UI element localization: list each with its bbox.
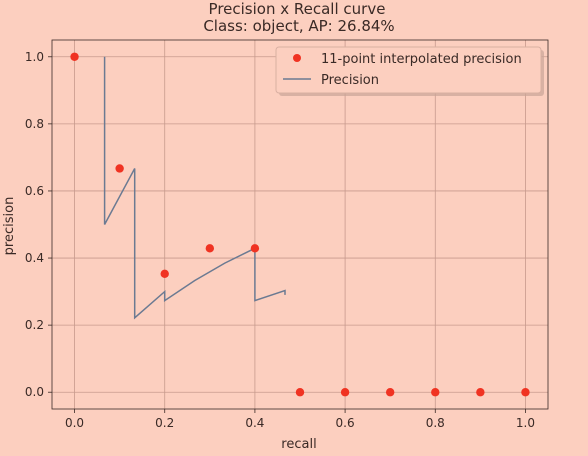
x-tick-label: 1.0: [516, 416, 535, 430]
chart-subtitle: Class: object, AP: 26.84%: [203, 17, 394, 35]
plot-area-frame: [51, 39, 549, 410]
legend: 11-point interpolated precision Precisio…: [275, 46, 544, 96]
chart-title: Precision x Recall curve: [209, 0, 386, 18]
interpolated-point: [431, 388, 440, 397]
y-tick-label: 1.0: [25, 50, 44, 64]
interpolated-point: [115, 164, 124, 173]
legend-marker-interpolated: [293, 54, 301, 62]
y-tick-label: 0.2: [25, 318, 44, 332]
interpolated-precision-series: [70, 52, 530, 397]
interpolated-point: [250, 244, 260, 253]
y-tick-label: 0.4: [25, 251, 44, 265]
interpolated-point: [70, 52, 79, 61]
y-tick-label: 0.6: [25, 184, 44, 198]
x-axis-label: recall: [281, 437, 316, 452]
legend-box: [275, 46, 542, 94]
x-tick-label: 0.8: [426, 416, 445, 430]
interpolated-point: [385, 388, 395, 397]
x-tick-label: 0.4: [245, 416, 264, 430]
x-tick-label: 0.0: [65, 416, 84, 430]
x-tick-label: 0.2: [155, 416, 174, 430]
legend-label-interpolated: 11-point interpolated precision: [321, 52, 522, 67]
y-tick-label: 0.8: [25, 117, 44, 131]
y-axis-label: precision: [2, 197, 17, 256]
axis-ticks: 0.0 0.2 0.4 0.6 0.8 1.0 0.0 0.2 0.4 0.6 0.8 1.0: [25, 50, 535, 430]
interpolated-point: [160, 269, 169, 279]
legend-label-precision: Precision: [321, 73, 379, 88]
y-tick-label: 0.0: [25, 385, 44, 399]
x-tick-label: 0.6: [336, 416, 355, 430]
precision-line: [103, 56, 286, 320]
interpolated-point: [521, 388, 530, 397]
interpolated-point: [295, 388, 305, 397]
interpolated-point: [476, 388, 485, 397]
interpolated-point: [340, 388, 350, 397]
interpolated-point: [205, 244, 215, 253]
grid: [52, 40, 548, 409]
precision-series: [103, 56, 286, 320]
